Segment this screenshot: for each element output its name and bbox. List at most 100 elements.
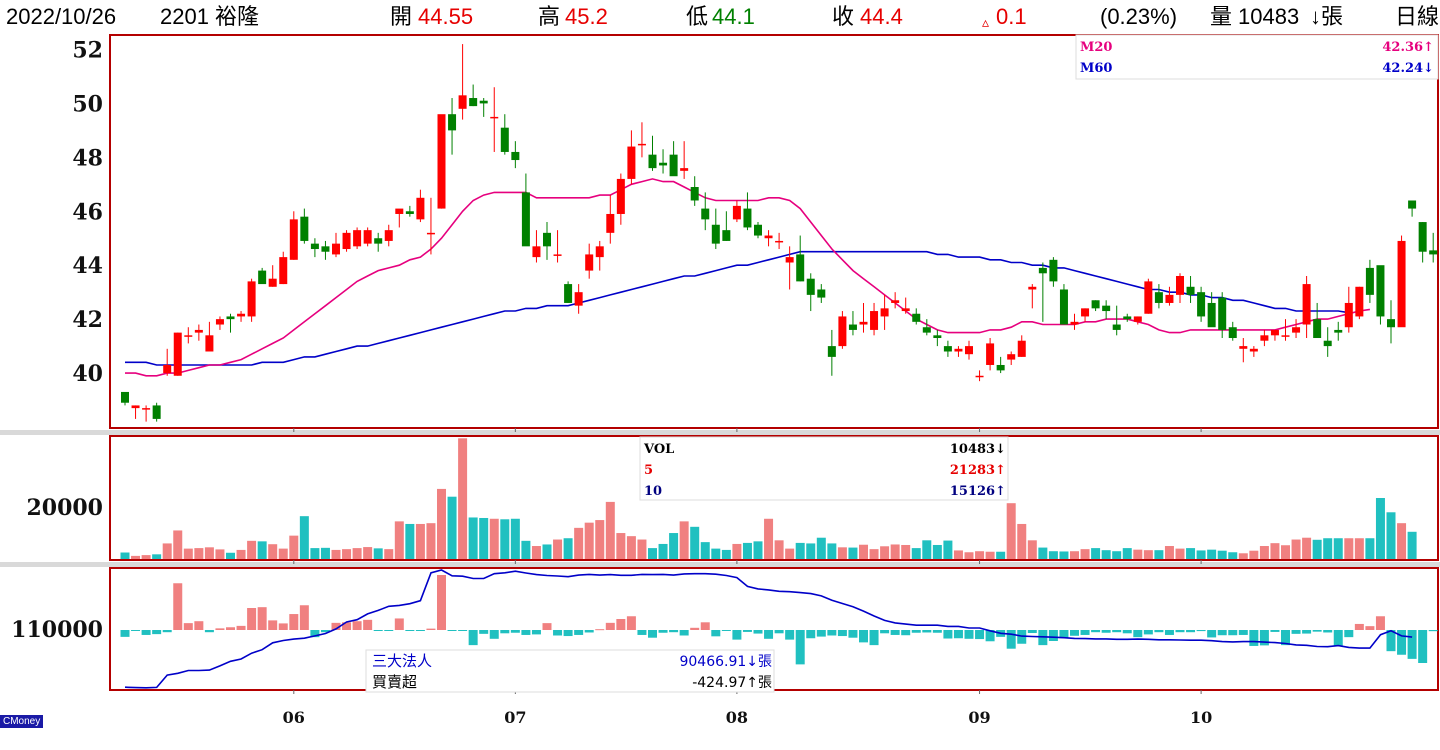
volume-bar bbox=[1164, 546, 1174, 559]
candle bbox=[184, 327, 193, 344]
net-bar bbox=[605, 622, 615, 630]
candle-body bbox=[332, 243, 340, 255]
volume-bar bbox=[1143, 550, 1153, 559]
net-bar bbox=[648, 630, 657, 638]
net-bar bbox=[183, 623, 193, 630]
candle bbox=[1365, 259, 1374, 303]
net-bar bbox=[194, 621, 204, 630]
net-bar bbox=[553, 630, 563, 636]
close-price: 44.4 bbox=[860, 4, 903, 29]
volume-bar bbox=[521, 540, 531, 559]
candle bbox=[1123, 313, 1132, 322]
volume-bar bbox=[953, 550, 963, 559]
volume-bar bbox=[626, 536, 636, 559]
net-bar bbox=[1397, 630, 1407, 655]
net-bar bbox=[574, 630, 584, 635]
net-bar bbox=[542, 623, 552, 630]
volume-bar bbox=[1122, 548, 1132, 559]
candle bbox=[574, 284, 583, 314]
candle-body bbox=[395, 208, 404, 214]
candle bbox=[1176, 273, 1184, 303]
candle-body bbox=[1038, 267, 1047, 274]
net-bar bbox=[1418, 630, 1428, 663]
candle-body bbox=[848, 324, 857, 330]
candle bbox=[1281, 319, 1290, 341]
volume-bar bbox=[268, 544, 278, 559]
volume-bar bbox=[1196, 550, 1206, 559]
candle-body bbox=[680, 168, 689, 171]
candle bbox=[247, 278, 256, 322]
volume-bar bbox=[595, 520, 605, 559]
candle bbox=[648, 135, 657, 171]
volume-bar bbox=[1048, 551, 1058, 559]
volume-bar bbox=[257, 541, 267, 559]
volume-bar bbox=[816, 537, 826, 559]
candle bbox=[595, 240, 604, 271]
candle bbox=[1376, 265, 1385, 325]
inst-name: 三大法人 bbox=[372, 652, 432, 670]
volume-bar bbox=[1407, 531, 1417, 559]
volume-bar bbox=[173, 530, 183, 559]
candle-body bbox=[669, 154, 678, 177]
candle bbox=[1239, 338, 1248, 363]
candles bbox=[121, 44, 1438, 422]
candle-body bbox=[986, 343, 995, 365]
net-bar bbox=[1323, 630, 1333, 633]
candle-body bbox=[1260, 335, 1269, 341]
candle-body bbox=[1292, 327, 1301, 333]
net-bar bbox=[1354, 623, 1364, 630]
candle bbox=[722, 211, 731, 241]
candle-body bbox=[1344, 302, 1353, 328]
volume-bar bbox=[183, 548, 193, 559]
volume-bar bbox=[922, 540, 932, 559]
candle bbox=[1038, 262, 1047, 322]
candle bbox=[121, 391, 129, 406]
candle-body bbox=[384, 230, 393, 241]
price-change: 0.1 bbox=[996, 4, 1027, 29]
candle bbox=[1334, 321, 1343, 341]
candle bbox=[226, 313, 235, 333]
volume-bar bbox=[901, 544, 911, 559]
volume-bar bbox=[1397, 523, 1407, 559]
net-bar bbox=[162, 630, 172, 633]
candle bbox=[1059, 284, 1068, 325]
stock-name: 2201 裕隆 bbox=[160, 4, 260, 29]
net-bar bbox=[1344, 630, 1354, 638]
institution-line bbox=[124, 569, 1413, 689]
price-legend: M20 42.36↑ M60 42.24↓ bbox=[1075, 34, 1439, 80]
candle-body bbox=[500, 127, 509, 152]
candle-body bbox=[764, 235, 773, 239]
candle-body bbox=[194, 329, 203, 333]
price-tick-label: 40 bbox=[72, 361, 103, 387]
net-bar bbox=[363, 619, 373, 630]
candle bbox=[680, 141, 689, 179]
candle-body bbox=[1270, 329, 1279, 336]
volume-bar bbox=[1323, 538, 1333, 559]
candle bbox=[1418, 222, 1427, 263]
net-bar bbox=[1006, 630, 1016, 649]
volume-bar bbox=[700, 542, 710, 559]
net-bar bbox=[827, 630, 837, 636]
candle-body bbox=[954, 348, 963, 352]
net-bar bbox=[1175, 630, 1185, 633]
net-bar bbox=[405, 630, 415, 631]
candle bbox=[448, 98, 457, 155]
candle bbox=[553, 230, 562, 263]
volume-bar bbox=[880, 546, 890, 559]
candle-body bbox=[1281, 335, 1290, 337]
net-bar bbox=[616, 619, 626, 630]
candle-body bbox=[933, 335, 942, 339]
volume-bar bbox=[278, 548, 288, 559]
candle bbox=[1081, 308, 1090, 322]
candle-body bbox=[205, 335, 214, 352]
net-bar bbox=[584, 630, 594, 633]
volume-bar bbox=[890, 544, 900, 559]
net-bar bbox=[753, 630, 763, 634]
candle bbox=[1207, 292, 1216, 328]
candle bbox=[585, 243, 594, 279]
net-bar bbox=[1122, 630, 1132, 634]
net-bar bbox=[690, 627, 700, 630]
net-bar bbox=[816, 630, 826, 637]
candle-body bbox=[1249, 348, 1258, 352]
